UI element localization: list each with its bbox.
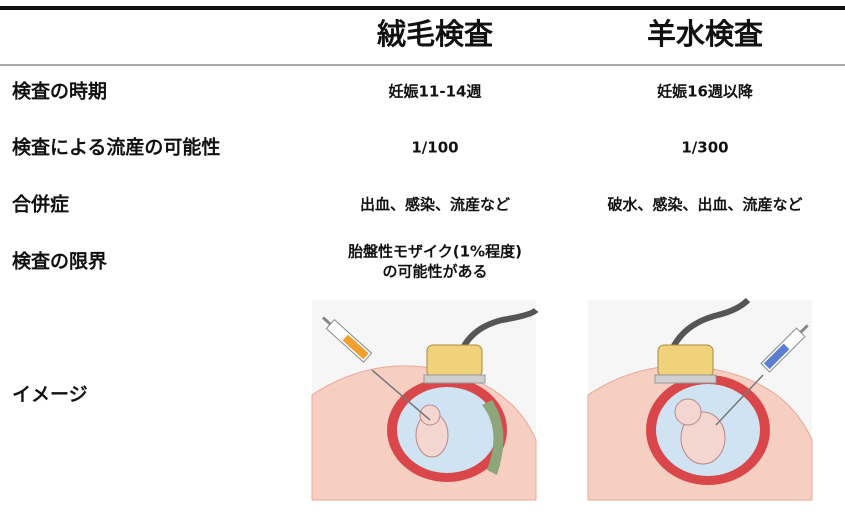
placenta	[482, 400, 504, 475]
cell-text: 妊娠16週以降	[657, 83, 754, 101]
cell-text: 妊娠11-14週	[389, 83, 482, 101]
row-label: イメージ	[12, 384, 88, 406]
cell-text: 1/100	[411, 139, 458, 157]
row-label: 合併症	[12, 193, 69, 216]
fetus	[680, 411, 726, 465]
row-label: 検査による流産の可能性	[12, 136, 220, 159]
probe	[657, 344, 714, 378]
probe-cable	[665, 297, 751, 361]
cell-text: 1/300	[681, 139, 728, 157]
row-label: 検査の時期	[12, 80, 107, 103]
needle	[715, 374, 764, 426]
probe-head	[423, 374, 486, 384]
fetus-head	[674, 398, 702, 426]
needle	[371, 369, 431, 421]
cell-text: 出血、感染、流産など	[360, 196, 510, 214]
probe-head	[654, 374, 717, 384]
column-title: 羊水検査	[647, 17, 763, 51]
syringe-fluid	[342, 334, 369, 360]
row-label: 検査の限界	[12, 250, 107, 273]
syringe	[321, 316, 373, 363]
column-title: 絨毛検査	[377, 17, 493, 51]
syringe-fluid	[763, 343, 790, 370]
probe	[426, 344, 483, 378]
cell-text: 破水、感染、出血、流産など	[607, 196, 802, 214]
syringe-plunger	[321, 316, 332, 326]
fetus-head	[419, 404, 441, 426]
illustration-cvs	[311, 300, 539, 501]
cell-text: の可能性がある	[382, 263, 487, 281]
cell-text: 胎盤性モザイク(1%程度)	[348, 243, 522, 261]
syringe-plunger	[799, 324, 809, 334]
illustration-amnio	[587, 297, 813, 501]
syringe	[760, 324, 809, 373]
